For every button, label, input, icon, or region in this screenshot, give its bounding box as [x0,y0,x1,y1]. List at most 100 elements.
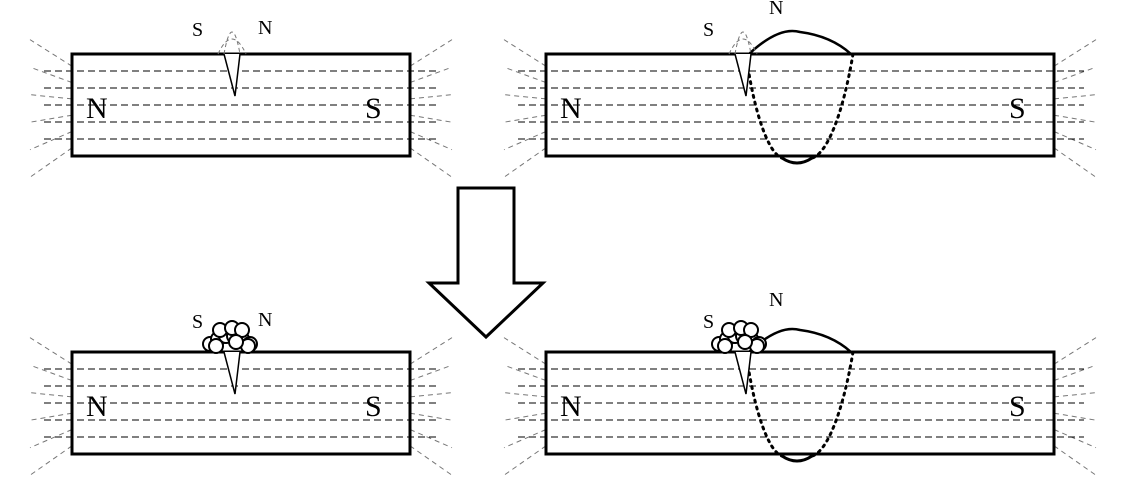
pole-label-left: N [86,92,108,125]
fringe-line-right [1053,94,1097,100]
heat-zone-right [810,52,855,160]
fringe-line-left [29,66,73,84]
surface-crack [734,53,752,97]
surface-crack [734,351,752,395]
transition-arrow [425,186,547,340]
surface-crack [223,53,241,97]
pole-label-right: S [1009,390,1026,423]
fringe-line-right [1053,337,1097,365]
panel-bottom-right: N S S N [503,289,1097,476]
heat-zone-bottom [781,156,813,165]
crack-pole-s-label: S [192,19,203,41]
fringe-line-right [1053,131,1097,151]
pole-label-right: S [365,390,382,423]
crack-pole-s-label: S [703,19,714,41]
heat-zone-left [744,52,784,160]
fringe-line-right [409,412,453,421]
panels: N S S N N S S N N S S N N S S N [29,0,1097,476]
leakage-field [728,31,758,55]
fringe-line-right [409,392,453,398]
fringe-line-left [503,364,547,382]
internal-field-lines [44,70,440,140]
fringe-field-lines [29,337,453,476]
particle-cluster [202,320,258,354]
pole-label-left: N [86,390,108,423]
fringe-line-right [409,429,453,449]
panel-top-right: N S S N [503,0,1097,178]
fringe-line-right [1053,364,1097,382]
fringe-line-left [503,131,547,151]
leakage-field [217,31,247,55]
fringe-line-left [503,147,547,178]
pole-label-left: N [560,390,582,423]
crack-pole-n-label: N [258,309,272,331]
panel-top-left: N S S N [29,17,453,178]
fringe-field-lines [503,39,1097,178]
heat-zone-right [810,350,855,458]
internal-field-lines [518,70,1084,140]
fringe-line-right [1053,392,1097,398]
fringe-line-left [29,39,73,67]
fringe-line-left [29,114,73,123]
fringe-line-left [29,429,73,449]
magnetic-particle [737,334,753,350]
fringe-line-right [1053,39,1097,67]
fringe-line-left [29,337,73,365]
fringe-line-left [29,94,73,100]
leakage-loop [734,31,752,55]
fringe-line-right [1053,66,1097,84]
fringe-line-right [409,94,453,100]
magnetic-particle [208,338,224,354]
fringe-line-left [29,147,73,178]
fringe-line-right [409,337,453,365]
fringe-line-left [503,392,547,398]
fringe-line-right [1053,114,1097,123]
crack-pole-n-label: N [258,17,272,39]
magnet-bar [70,350,412,456]
fringe-field-lines [29,39,453,178]
fringe-line-left [29,364,73,382]
fringe-line-left [29,445,73,476]
crack-pole-n-label: N [769,0,783,19]
fringe-line-right [1053,412,1097,421]
fringe-line-left [503,66,547,84]
fringe-line-right [409,39,453,67]
fringe-line-right [409,147,453,178]
pole-label-left: N [560,92,582,125]
fringe-line-right [409,131,453,151]
leakage-loop [223,31,241,55]
pole-label-right: S [1009,92,1026,125]
weld-bead [748,29,852,55]
leakage-loop [728,38,758,55]
weld-bead [748,327,852,353]
panel-bottom-left: N S S N [29,309,453,476]
internal-field-lines [44,368,440,438]
fringe-line-left [503,429,547,449]
fringe-line-left [503,39,547,67]
fringe-line-left [503,445,547,476]
fringe-line-right [409,445,453,476]
crack-pole-n-label: N [769,289,783,311]
heat-zone-left [744,350,784,458]
particle-cluster [711,320,767,354]
fringe-line-right [409,66,453,84]
magnet-bar [544,350,1056,456]
heat-zone-bottom [781,454,813,463]
fringe-line-right [1053,445,1097,476]
fringe-line-left [503,114,547,123]
surface-crack [223,351,241,395]
fringe-line-right [1053,147,1097,178]
magnetic-particle [228,334,244,350]
pole-label-right: S [365,92,382,125]
fringe-line-left [29,392,73,398]
magnetic-particle [717,338,733,354]
fringe-line-left [29,131,73,151]
fringe-line-left [29,412,73,421]
crack-pole-s-label: S [703,311,714,333]
fringe-line-right [1053,429,1097,449]
internal-field-lines [518,368,1084,438]
magnet-bar [70,52,412,158]
fringe-line-right [409,364,453,382]
fringe-field-lines [503,337,1097,476]
